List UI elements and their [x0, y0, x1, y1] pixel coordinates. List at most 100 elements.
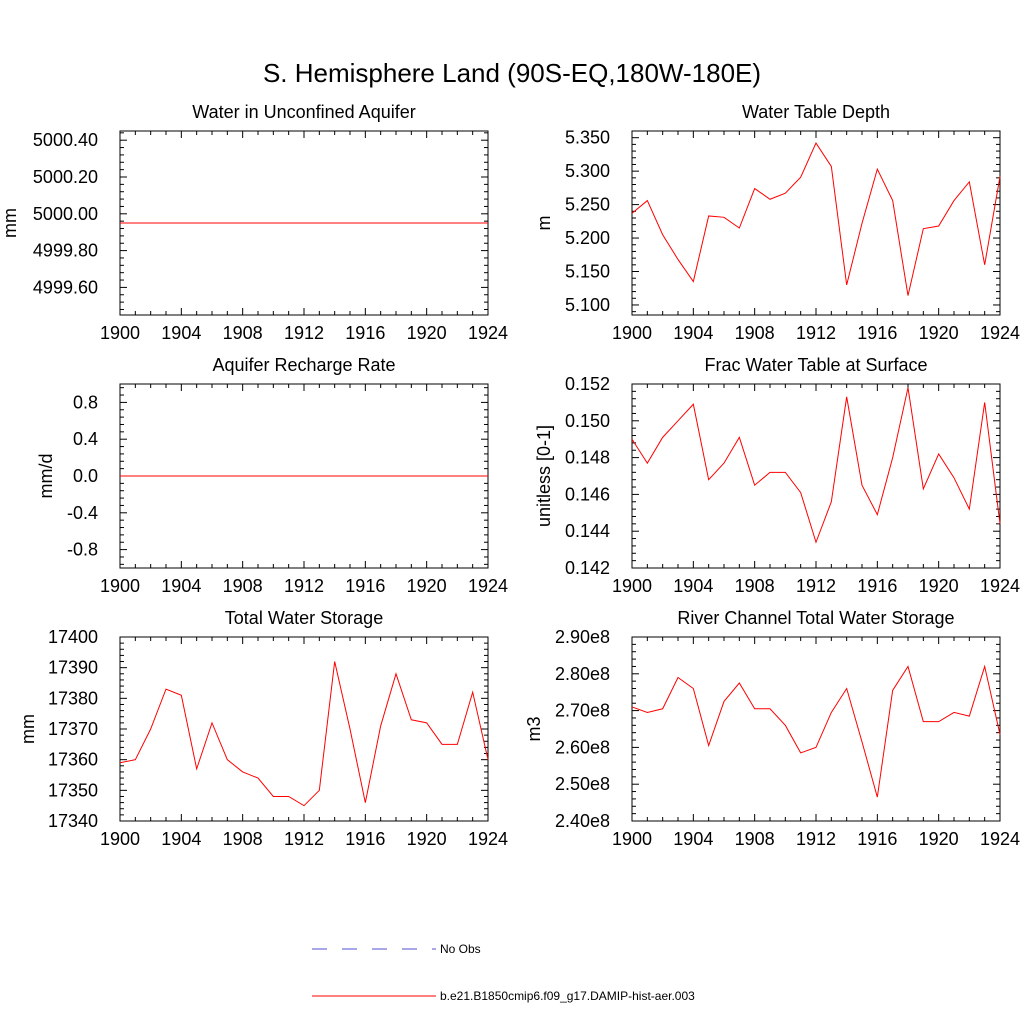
x-tick-label: 1920 [407, 576, 447, 596]
x-tick-label: 1908 [735, 323, 775, 343]
y-tick-label: 5.200 [565, 228, 610, 248]
x-tick-label: 1900 [100, 576, 140, 596]
legend-entry-model: b.e21.B1850cmip6.f09_g17.DAMIP-hist-aer.… [312, 989, 695, 1003]
y-axis-label: mm [0, 208, 20, 238]
y-tick-label: 0.4 [73, 429, 98, 449]
y-tick-label: 0.148 [565, 448, 610, 468]
x-tick-label: 1908 [223, 576, 263, 596]
y-tick-label: 0.150 [565, 411, 610, 431]
x-tick-label: 1912 [284, 323, 324, 343]
x-tick-label: 1908 [223, 829, 263, 849]
y-axis-label: m3 [524, 716, 544, 741]
x-tick-label: 1916 [345, 829, 385, 849]
x-tick-label: 1900 [612, 323, 652, 343]
y-tick-label: 0.142 [565, 558, 610, 578]
x-tick-label: 1916 [857, 829, 897, 849]
x-tick-label: 1924 [980, 829, 1020, 849]
panel-1: Water in Unconfined Aquifer mm 1900 1904 190… [0, 102, 508, 343]
y-tick-label: 5.350 [565, 128, 610, 148]
panel-6: River Channel Total Water Storage m3 1900 1… [524, 608, 1020, 849]
x-tick-label: 1920 [919, 829, 959, 849]
panel-4: Frac Water Table at Surface unitless [0-1… [534, 355, 1020, 596]
x-tick-label: 1908 [735, 576, 775, 596]
y-tick-label: 17380 [48, 688, 98, 708]
y-tick-label: 0.144 [565, 521, 610, 541]
panel-2: Water Table Depth m 1900 1904 1908 1912 1916 19… [534, 102, 1020, 343]
panel-title: Total Water Storage [225, 608, 383, 628]
series-line-1 [631, 664, 1001, 798]
legend-label-no-obs: No Obs [440, 942, 481, 956]
y-tick-label: 17390 [48, 658, 98, 678]
x-tick-label: 1904 [673, 829, 713, 849]
y-axis-label: m [534, 216, 554, 231]
panel-title: Water in Unconfined Aquifer [192, 102, 415, 122]
series-line-1 [631, 387, 1001, 544]
panel-3: Aquifer Recharge Rate mm/d 1900 1904 1908 191… [36, 355, 508, 596]
y-tick-label: 0.8 [73, 392, 98, 412]
x-tick-label: 1912 [796, 323, 836, 343]
series-line-1 [119, 661, 489, 807]
x-tick-label: 1916 [857, 576, 897, 596]
x-tick-label: 1912 [796, 829, 836, 849]
legend: No Obs b.e21.B1850cmip6.f09_g17.DAMIP-hi… [312, 942, 695, 1003]
panel-title: Aquifer Recharge Rate [212, 355, 395, 375]
y-tick-label: 2.50e8 [555, 774, 610, 794]
x-tick-label: 1916 [857, 323, 897, 343]
x-tick-label: 1912 [284, 829, 324, 849]
figure-title: S. Hemisphere Land (90S-EQ,180W-180E) [263, 58, 761, 88]
y-tick-label: -0.4 [67, 503, 98, 523]
y-tick-label: 2.80e8 [555, 664, 610, 684]
panels: Water in Unconfined Aquifer mm 1900 1904 190… [0, 102, 1020, 849]
y-tick-label: 0.146 [565, 484, 610, 504]
x-tick-label: 1916 [345, 576, 385, 596]
legend-entry-no-obs: No Obs [312, 942, 481, 956]
panel-5: Total Water Storage mm 1900 1904 1908 1912 191… [18, 608, 508, 849]
x-tick-label: 1904 [161, 323, 201, 343]
x-tick-label: 1912 [796, 576, 836, 596]
x-tick-label: 1904 [161, 576, 201, 596]
y-tick-label: 5000.20 [33, 167, 98, 187]
y-tick-label: 17370 [48, 719, 98, 739]
y-tick-label: 2.40e8 [555, 811, 610, 831]
y-tick-label: 5.100 [565, 295, 610, 315]
x-tick-label: 1924 [980, 323, 1020, 343]
x-tick-label: 1920 [407, 323, 447, 343]
panel-title: Water Table Depth [742, 102, 890, 122]
y-tick-label: 0.152 [565, 374, 610, 394]
x-tick-label: 1924 [468, 829, 508, 849]
x-tick-label: 1908 [223, 323, 263, 343]
x-tick-label: 1908 [735, 829, 775, 849]
panel-title: River Channel Total Water Storage [677, 608, 954, 628]
x-tick-label: 1900 [612, 829, 652, 849]
y-axis-label: mm/d [36, 454, 56, 499]
panel-title: Frac Water Table at Surface [704, 355, 927, 375]
y-tick-label: 5000.40 [33, 130, 98, 150]
y-tick-label: 4999.80 [33, 241, 98, 261]
x-tick-label: 1904 [673, 323, 713, 343]
x-tick-label: 1920 [407, 829, 447, 849]
y-tick-label: 2.60e8 [555, 737, 610, 757]
y-tick-label: 5.300 [565, 161, 610, 181]
x-tick-label: 1900 [100, 829, 140, 849]
x-tick-label: 1900 [612, 576, 652, 596]
y-tick-label: -0.8 [67, 540, 98, 560]
x-tick-label: 1900 [100, 323, 140, 343]
x-tick-label: 1920 [919, 576, 959, 596]
y-tick-label: 5.250 [565, 195, 610, 215]
x-tick-label: 1916 [345, 323, 385, 343]
y-tick-label: 2.90e8 [555, 627, 610, 647]
x-tick-label: 1924 [468, 576, 508, 596]
y-axis-label: unitless [0-1] [534, 425, 554, 527]
x-tick-label: 1912 [284, 576, 324, 596]
x-tick-label: 1924 [468, 323, 508, 343]
y-tick-label: 2.70e8 [555, 701, 610, 721]
y-tick-label: 17340 [48, 811, 98, 831]
x-tick-label: 1904 [673, 576, 713, 596]
y-tick-label: 17360 [48, 750, 98, 770]
x-tick-label: 1924 [980, 576, 1020, 596]
x-tick-label: 1920 [919, 323, 959, 343]
y-tick-label: 5000.00 [33, 204, 98, 224]
y-axis-label: mm [18, 714, 38, 744]
